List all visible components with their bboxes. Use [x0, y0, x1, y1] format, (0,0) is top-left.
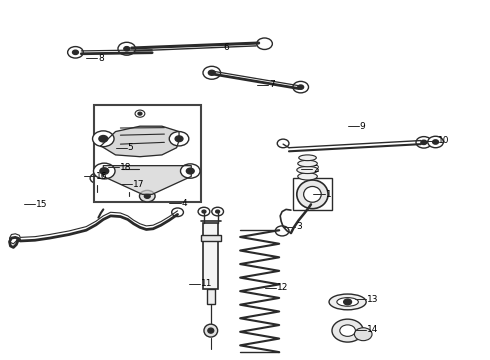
Text: 8: 8	[98, 54, 104, 63]
Ellipse shape	[329, 294, 366, 310]
Ellipse shape	[118, 42, 136, 55]
Ellipse shape	[100, 168, 109, 174]
Bar	[203, 223, 218, 289]
Ellipse shape	[202, 210, 206, 213]
Text: 1: 1	[326, 190, 331, 199]
Text: 6: 6	[223, 43, 229, 52]
Ellipse shape	[99, 135, 108, 142]
Ellipse shape	[126, 184, 131, 188]
Text: 2: 2	[314, 165, 319, 174]
Ellipse shape	[93, 131, 114, 147]
Text: 17: 17	[133, 180, 144, 189]
Text: 9: 9	[360, 122, 366, 131]
Ellipse shape	[416, 136, 432, 148]
Text: 4: 4	[181, 199, 187, 208]
Text: 5: 5	[128, 143, 133, 152]
Ellipse shape	[304, 186, 321, 202]
Ellipse shape	[145, 194, 150, 198]
Bar	[293, 178, 332, 211]
Ellipse shape	[208, 70, 215, 75]
Ellipse shape	[298, 85, 304, 89]
Ellipse shape	[275, 226, 289, 236]
Ellipse shape	[216, 210, 220, 213]
Ellipse shape	[175, 136, 183, 141]
Ellipse shape	[198, 207, 210, 216]
Ellipse shape	[297, 180, 328, 209]
Ellipse shape	[340, 325, 355, 336]
Ellipse shape	[172, 208, 183, 217]
Ellipse shape	[140, 190, 155, 202]
Ellipse shape	[299, 155, 317, 161]
Text: 15: 15	[36, 200, 48, 209]
Ellipse shape	[421, 140, 427, 144]
Text: 18: 18	[121, 163, 132, 172]
Ellipse shape	[124, 46, 130, 51]
Ellipse shape	[277, 139, 289, 148]
Ellipse shape	[208, 328, 214, 333]
Ellipse shape	[68, 46, 83, 58]
Text: 14: 14	[367, 325, 379, 334]
Polygon shape	[101, 126, 179, 157]
Text: 12: 12	[277, 283, 288, 292]
Ellipse shape	[332, 319, 363, 342]
Ellipse shape	[204, 324, 218, 337]
Ellipse shape	[94, 163, 115, 179]
Ellipse shape	[73, 50, 78, 54]
Ellipse shape	[354, 328, 372, 341]
Ellipse shape	[203, 66, 220, 79]
Ellipse shape	[212, 207, 223, 216]
Ellipse shape	[95, 176, 99, 180]
Text: 16: 16	[96, 172, 107, 181]
Ellipse shape	[337, 298, 358, 306]
Ellipse shape	[116, 166, 122, 171]
Ellipse shape	[297, 166, 318, 174]
Ellipse shape	[428, 136, 443, 148]
Ellipse shape	[298, 173, 318, 180]
Bar	[207, 289, 215, 304]
Polygon shape	[103, 166, 191, 194]
Ellipse shape	[138, 112, 142, 115]
Bar	[94, 105, 201, 202]
Text: 3: 3	[296, 222, 302, 231]
Ellipse shape	[257, 38, 272, 49]
Ellipse shape	[186, 168, 194, 174]
Ellipse shape	[298, 160, 318, 167]
Text: 10: 10	[438, 136, 449, 145]
Text: 7: 7	[270, 81, 275, 90]
Ellipse shape	[90, 173, 104, 183]
Bar	[200, 234, 221, 241]
Ellipse shape	[343, 299, 351, 305]
Ellipse shape	[180, 164, 200, 178]
Ellipse shape	[122, 181, 135, 190]
Text: 11: 11	[201, 279, 213, 288]
Ellipse shape	[433, 140, 439, 144]
Ellipse shape	[293, 81, 309, 93]
Text: 13: 13	[367, 294, 379, 303]
Ellipse shape	[135, 110, 145, 117]
Ellipse shape	[169, 132, 189, 146]
